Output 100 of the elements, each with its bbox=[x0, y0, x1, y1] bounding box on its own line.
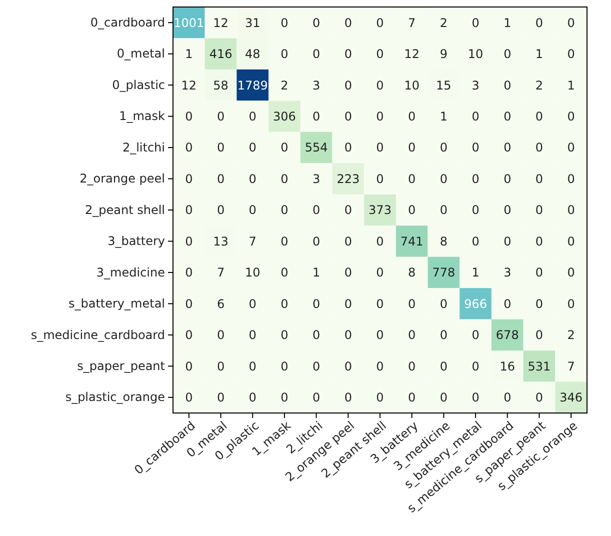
data-label: 0 bbox=[344, 78, 352, 92]
data-label: 0 bbox=[344, 140, 352, 155]
data-label: 31 bbox=[244, 16, 260, 30]
data-label: 0 bbox=[408, 390, 416, 405]
data-label: 0 bbox=[376, 390, 384, 405]
data-label: 0 bbox=[344, 296, 352, 311]
data-label: 9 bbox=[440, 47, 448, 62]
data-label: 0 bbox=[440, 328, 448, 342]
data-label: 0 bbox=[376, 234, 384, 248]
data-label: 0 bbox=[472, 203, 480, 218]
y-tick-label: 3_battery bbox=[108, 234, 165, 248]
data-label: 0 bbox=[376, 266, 384, 280]
data-label: 48 bbox=[244, 47, 260, 62]
data-label: 0 bbox=[535, 234, 544, 248]
y-tick-label: 3_medicine bbox=[96, 265, 165, 280]
data-label: 0 bbox=[567, 140, 575, 155]
data-label: 0 bbox=[376, 78, 384, 92]
data-label: 0 bbox=[376, 16, 384, 30]
data-label: 2 bbox=[440, 16, 448, 30]
data-label: 10 bbox=[404, 78, 420, 92]
data-label: 531 bbox=[528, 359, 551, 374]
data-label: 1 bbox=[185, 47, 193, 62]
data-label: 0 bbox=[185, 203, 193, 218]
data-label: 0 bbox=[472, 234, 480, 248]
data-label: 0 bbox=[567, 16, 575, 30]
data-label: 2 bbox=[535, 78, 544, 92]
data-label: 13 bbox=[213, 234, 228, 248]
data-label: 0 bbox=[344, 16, 352, 30]
data-label: 0 bbox=[312, 203, 320, 218]
data-label: 0 bbox=[185, 296, 193, 311]
data-label: 0 bbox=[376, 47, 384, 62]
data-label: 0 bbox=[344, 328, 352, 342]
data-label: 0 bbox=[440, 172, 448, 186]
data-label: 1 bbox=[440, 110, 448, 124]
data-label: 2 bbox=[280, 78, 288, 92]
data-label: 0 bbox=[567, 266, 575, 280]
data-label: 0 bbox=[185, 110, 193, 124]
data-label: 0 bbox=[535, 110, 544, 124]
data-label: 0 bbox=[216, 110, 225, 124]
data-label: 0 bbox=[535, 266, 544, 280]
y-tick-label: s_battery_metal bbox=[68, 296, 165, 311]
data-label: 8 bbox=[408, 266, 416, 280]
data-label: 12 bbox=[213, 16, 228, 30]
data-label: 0 bbox=[535, 140, 544, 155]
data-label: 0 bbox=[280, 234, 288, 248]
data-label: 16 bbox=[500, 359, 516, 374]
data-label: 0 bbox=[567, 234, 575, 248]
data-label: 0 bbox=[248, 359, 256, 374]
data-label: 0 bbox=[344, 110, 352, 124]
data-label: 0 bbox=[280, 390, 288, 405]
data-label: 0 bbox=[248, 172, 256, 186]
data-label: 0 bbox=[344, 203, 352, 218]
data-label: 0 bbox=[280, 266, 288, 280]
data-label: 0 bbox=[312, 359, 320, 374]
data-label: 0 bbox=[535, 328, 544, 342]
data-label: 0 bbox=[535, 203, 544, 218]
data-label: 3 bbox=[312, 172, 320, 186]
data-label: 0 bbox=[440, 359, 448, 374]
y-tick-label: 2_peant shell bbox=[84, 202, 165, 217]
data-label: 0 bbox=[472, 140, 480, 155]
data-label: 0 bbox=[376, 140, 384, 155]
data-label: 0 bbox=[248, 203, 256, 218]
data-label: 0 bbox=[472, 359, 480, 374]
data-label: 0 bbox=[344, 47, 352, 62]
data-label: 0 bbox=[216, 140, 225, 155]
data-label: 0 bbox=[344, 359, 352, 374]
data-label: 0 bbox=[344, 266, 352, 280]
data-label: 1 bbox=[504, 16, 512, 30]
data-label: 0 bbox=[185, 359, 193, 374]
data-label: 0 bbox=[535, 296, 544, 311]
data-label: 0 bbox=[408, 140, 416, 155]
y-tick-label: 1_mask bbox=[119, 109, 166, 124]
data-label: 554 bbox=[304, 140, 328, 155]
data-label: 0 bbox=[248, 296, 256, 311]
data-label: 0 bbox=[408, 328, 416, 342]
data-label: 0 bbox=[185, 390, 193, 405]
data-label: 0 bbox=[280, 47, 288, 62]
y-tick-label: s_plastic_orange bbox=[65, 390, 165, 404]
data-label: 0 bbox=[280, 16, 288, 30]
y-tick-label: 2_orange peel bbox=[80, 172, 165, 186]
data-label: 6 bbox=[216, 296, 225, 311]
data-label: 0 bbox=[408, 110, 416, 124]
data-label: 2 bbox=[567, 328, 575, 342]
data-label: 0 bbox=[567, 203, 575, 218]
data-label: 1 bbox=[567, 78, 575, 92]
data-label: 0 bbox=[535, 16, 544, 30]
y-tick-label: 2_litchi bbox=[122, 140, 165, 154]
data-label: 0 bbox=[504, 47, 512, 62]
data-label: 346 bbox=[560, 390, 583, 405]
data-label: 306 bbox=[273, 110, 296, 124]
data-label: 0 bbox=[440, 140, 448, 155]
data-label: 1 bbox=[312, 266, 320, 280]
y-tick-label: s_medicine_cardboard bbox=[30, 328, 165, 342]
data-label: 0 bbox=[472, 172, 480, 186]
data-label: 8 bbox=[440, 234, 448, 248]
data-label: 0 bbox=[472, 390, 480, 405]
data-label: 0 bbox=[567, 110, 575, 124]
data-label: 0 bbox=[344, 234, 352, 248]
data-label: 10 bbox=[244, 266, 260, 280]
data-label: 0 bbox=[344, 390, 352, 405]
